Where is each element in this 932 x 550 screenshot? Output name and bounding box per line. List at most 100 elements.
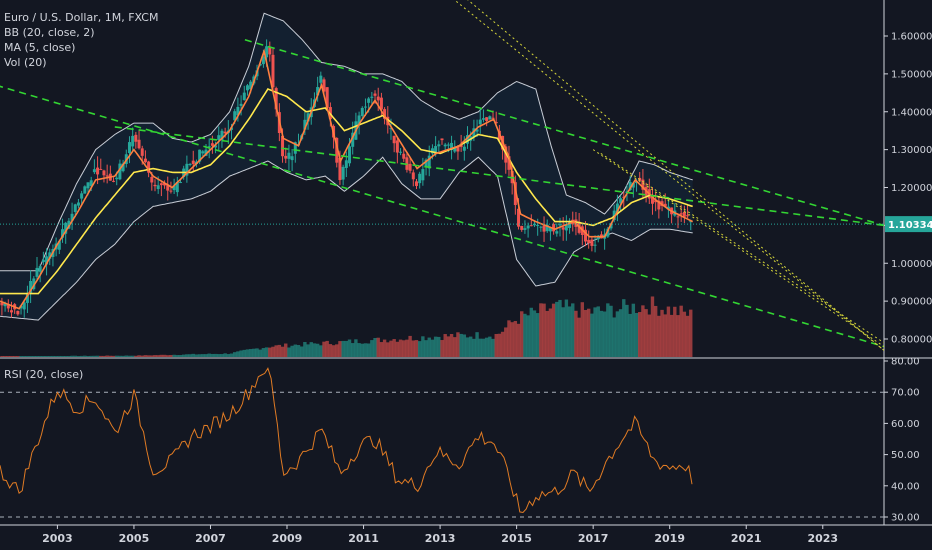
candle [38,264,42,283]
volume-bar [271,346,275,357]
volume-bar [341,340,345,357]
candle [131,127,135,152]
candle-body [236,106,240,116]
volume-bar [437,336,441,357]
candle-body [153,184,157,187]
bollinger-upper-band [0,12,693,272]
candle-body [239,103,243,106]
volume-bar [12,356,17,357]
candle-body [178,182,182,184]
volume-bar [402,340,406,357]
time-tick-label: 2021 [731,532,762,545]
time-tick-label: 2017 [578,532,609,545]
candle-body [25,292,29,303]
price-tick-label: 1.30000 [891,145,932,156]
volume-bar [523,313,527,357]
candle-body [140,148,144,156]
price-tick-label: 1.20000 [891,183,932,194]
bb-indicator-label[interactable]: BB (20, close, 2) [4,26,95,39]
volume-bar [510,322,514,357]
candle [682,205,686,224]
volume-bar [351,343,355,357]
volume-bar [25,356,30,357]
candle [568,218,572,234]
volume-bar [638,312,642,357]
candle-body [542,225,546,232]
volume-bar [111,355,116,357]
candle [590,236,594,252]
candle-body [166,184,170,191]
volume-bar [449,334,454,357]
candle [22,299,26,318]
candle-body [666,206,670,210]
candle-body [376,96,380,101]
candle-body [198,149,202,162]
candle-body [466,135,470,144]
candle-body [488,116,492,120]
candle [657,196,661,219]
candle [271,48,275,91]
candle-body [112,180,116,182]
price-tick-label: 0.80000 [891,335,932,346]
candle-body [373,93,377,96]
price-tick-label: 1.40000 [891,107,932,118]
trendlines [0,0,884,351]
volume-bar [57,355,62,357]
volume-bar [226,354,231,357]
candle [32,276,36,291]
candle-body [306,113,310,122]
volume-bar [599,310,604,357]
candle [440,138,444,145]
candle-body [96,167,100,175]
candle [615,194,619,222]
volume-bar [41,356,46,357]
volume-bar [564,299,569,357]
volume-bar [60,355,65,357]
time-tick-label: 2009 [272,532,303,545]
rsi-indicator-label[interactable]: RSI (20, close) [4,368,84,381]
volume-bar [443,334,447,357]
volume-bar [555,301,559,357]
candle-body [615,203,619,214]
candle [121,159,125,173]
candle [548,226,552,241]
volume-bar [181,354,186,357]
candle-body [587,239,591,244]
candle-body [427,155,431,169]
volume-bar [6,356,10,357]
volume-bar [63,356,68,357]
bollinger-basis-line [0,87,693,295]
candle-body [188,163,192,165]
candle [239,95,243,116]
candle [83,185,87,194]
candle-body [156,185,160,190]
volume-bar [255,348,259,357]
candle [686,204,690,218]
candle-body [446,144,450,146]
candle-body [641,179,645,190]
volume-bar [379,342,384,357]
volume-bar [440,340,444,357]
volume-bar [469,336,473,357]
candle-body [316,87,320,96]
volume-bar [650,296,655,357]
volume-bar [673,306,677,357]
volume-bar [130,355,135,357]
candle-body [478,119,482,125]
candle [166,176,170,201]
candle [654,192,658,212]
symbol-title[interactable]: Euro / U.S. Dollar, 1M, FXCM [4,11,159,24]
candle [481,109,485,123]
volume-bar [207,353,211,357]
candle-body [389,128,393,130]
volume-bar [153,355,157,357]
price-tick-label: 1.50000 [891,69,932,80]
ma-indicator-label[interactable]: MA (5, close) [4,41,76,54]
candle-body [274,88,278,110]
volume-bar [357,343,361,357]
candle-body [115,177,119,180]
volume-indicator-label[interactable]: Vol (20) [4,56,47,69]
trendline-green [114,126,884,227]
